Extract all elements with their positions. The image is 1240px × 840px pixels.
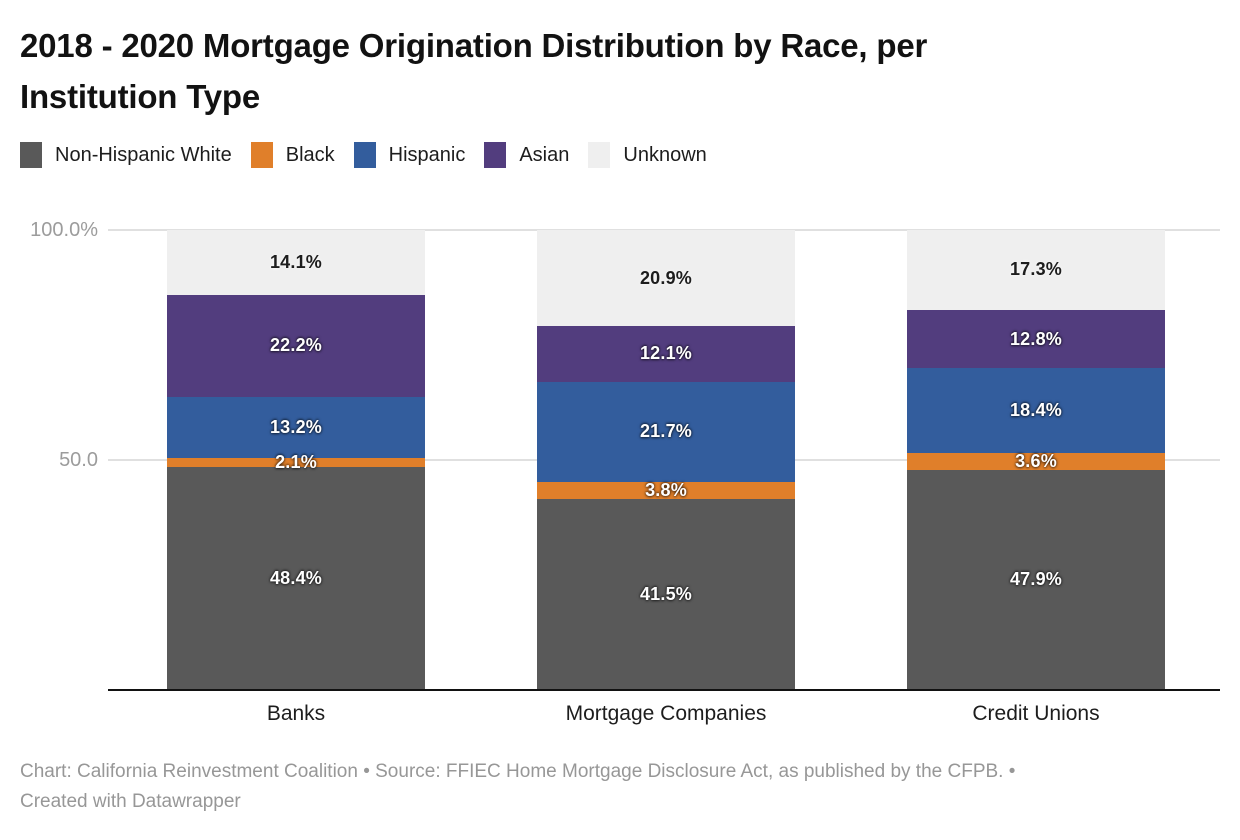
legend-label: Hispanic	[388, 144, 466, 166]
bar-segment-mortgage-companies-asian: 12.1%	[537, 326, 795, 382]
legend-item-unknown: Unknown	[588, 142, 707, 168]
legend-label: Unknown	[623, 144, 707, 166]
bar-segment-banks-unknown: 14.1%	[167, 230, 425, 295]
bar-segment-mortgage-companies-unknown: 20.9%	[537, 230, 795, 327]
bar-credit-unions: 17.3% 12.8% 18.4% 3.6% 47.9%	[907, 230, 1165, 690]
footer-attribution-line: Chart: California Reinvestment Coalition…	[20, 761, 1016, 782]
legend-item-asian: Asian	[484, 142, 569, 168]
legend-label: Asian	[519, 144, 570, 166]
x-tick-label-banks: Banks	[266, 702, 326, 725]
segment-value-label: 41.5%	[639, 584, 693, 604]
segment-value-label: 18.4%	[1009, 400, 1063, 421]
segment-value-label: 3.8%	[645, 479, 687, 500]
bar-segment-credit-unions-black: 3.6%	[907, 450, 1165, 471]
segment-value-label: 22.2%	[269, 335, 323, 356]
segment-value-label: 48.4%	[269, 568, 323, 589]
bar-segment-mortgage-companies-hispanic: 21.7%	[537, 381, 795, 482]
legend-swatch-asian	[484, 142, 507, 168]
legend: Non-Hispanic White Black Hispanic Asian Unkn…	[20, 142, 707, 168]
x-tick-label-credit-unions: Credit Unions	[972, 702, 1100, 725]
legend-swatch-black	[250, 142, 273, 168]
segment-value-label: 20.9%	[639, 267, 693, 288]
bar-segment-banks-non-hispanic-white: 48.4%	[167, 467, 425, 690]
bar-segment-credit-unions-unknown: 17.3%	[907, 230, 1165, 310]
segment-value-label: 2.1%	[275, 452, 317, 473]
legend-item-hispanic: Hispanic	[353, 142, 466, 168]
segment-value-label: 17.3%	[1009, 259, 1063, 280]
bar-segment-credit-unions-hispanic: 18.4%	[907, 368, 1165, 454]
bar-segment-banks-asian: 22.2%	[167, 294, 425, 397]
legend-label: Black	[285, 144, 335, 166]
legend-swatch-non-hispanic-white	[20, 142, 42, 168]
bar-segment-banks-hispanic: 13.2%	[167, 396, 425, 458]
segment-value-label: 3.6%	[1015, 450, 1057, 471]
segment-value-label: 12.1%	[639, 343, 693, 364]
chart-title-line-2: Institution Type	[20, 78, 260, 115]
y-tick-label-50: 50.0	[59, 449, 98, 471]
bar-segment-credit-unions-non-hispanic-white: 47.9%	[907, 469, 1165, 690]
footer-created-with-line: Created with Datawrapper	[20, 791, 241, 812]
bar-banks: 14.1% 22.2% 13.2% 2.1% 48.4%	[167, 230, 425, 690]
bar-segment-banks-black: 2.1%	[167, 452, 425, 472]
chart-footer: Chart: California Reinvestment Coalition…	[20, 757, 1220, 817]
segment-value-label: 13.2%	[269, 416, 323, 437]
bar-segment-mortgage-companies-non-hispanic-white: 41.5%	[537, 499, 795, 690]
legend-label: Non-Hispanic White	[55, 144, 232, 166]
y-tick-label-100: 100.0%	[30, 219, 98, 241]
legend-swatch-unknown	[588, 142, 611, 168]
segment-value-label: 12.8%	[1009, 328, 1063, 349]
bar-segment-credit-unions-asian: 12.8%	[907, 309, 1165, 369]
segment-value-label: 14.1%	[269, 251, 323, 272]
legend-swatch-hispanic	[353, 142, 376, 168]
chart-title-line-1: 2018 - 2020 Mortgage Origination Distrib…	[20, 27, 928, 64]
bar-segment-mortgage-companies-black: 3.8%	[537, 479, 795, 500]
legend-item-non-hispanic-white: Non-Hispanic White	[20, 142, 232, 168]
bar-mortgage-companies: 20.9% 12.1% 21.7% 3.8% 41.5%	[537, 230, 795, 690]
segment-value-label: 47.9%	[1009, 569, 1063, 590]
x-axis-line	[108, 689, 1220, 691]
segment-value-label: 21.7%	[639, 421, 693, 442]
chart-title: 2018 - 2020 Mortgage Origination Distrib…	[20, 20, 1220, 122]
x-tick-label-mortgage-companies: Mortgage Companies	[565, 702, 767, 725]
legend-item-black: Black	[250, 142, 335, 168]
